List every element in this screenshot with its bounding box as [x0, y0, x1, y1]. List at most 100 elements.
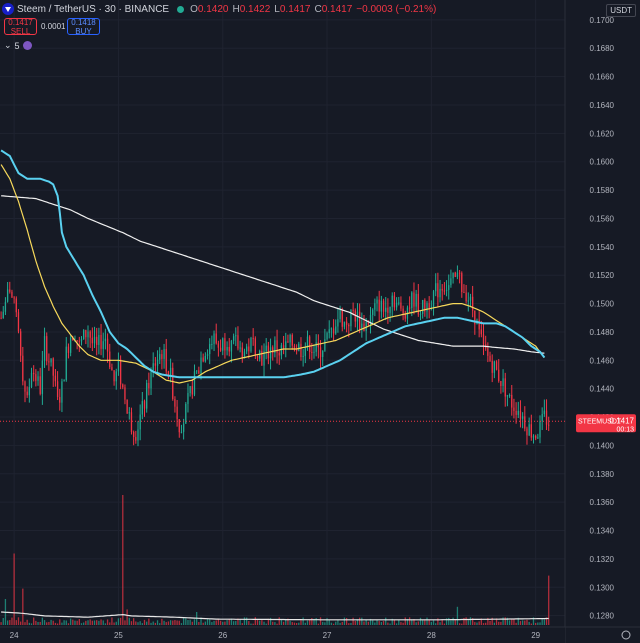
volume-bar: [387, 622, 389, 625]
candle-body: [363, 323, 365, 332]
volume-bar: [287, 618, 289, 625]
candle-body: [17, 312, 20, 332]
volume-bar: [302, 617, 304, 625]
volume-bar: [69, 618, 72, 625]
volume-bar: [393, 619, 396, 625]
volume-bar: [267, 618, 270, 625]
volume-bar: [506, 617, 509, 625]
candle-body: [385, 307, 387, 312]
volume-bar: [169, 620, 172, 625]
candle-body: [517, 410, 519, 415]
volume-bar: [530, 623, 532, 625]
candle-body: [204, 355, 207, 362]
symbol-title[interactable]: Steem / TetherUS · 30 · BINANCE: [17, 3, 170, 15]
candle-body: [141, 401, 143, 415]
volume-bar: [487, 617, 489, 625]
volume-bar: [380, 622, 383, 625]
volume-bar: [113, 622, 115, 625]
candle-body: [43, 336, 46, 361]
candle-body: [322, 350, 324, 357]
candle-body: [328, 329, 330, 334]
candle-body: [106, 338, 109, 352]
candle-body: [456, 272, 459, 278]
volume-bar: [135, 621, 137, 625]
volume-bar: [282, 621, 285, 625]
candle-body: [309, 336, 311, 352]
volume-bar: [15, 620, 17, 625]
volume-bar: [411, 619, 413, 625]
candle-body: [117, 359, 120, 372]
volume-bar: [415, 622, 417, 625]
volume-bar: [441, 619, 443, 625]
volume-bar: [117, 618, 120, 625]
candle-body: [130, 412, 133, 432]
volume-bar: [85, 620, 87, 625]
volume-bar: [46, 622, 48, 625]
candle-body: [209, 344, 211, 355]
candle-body: [161, 354, 163, 359]
volume-bar: [104, 623, 107, 625]
trade-panel: 0.1417 SELL 0.0001 0.1418 BUY: [4, 18, 100, 36]
candle-body: [4, 301, 7, 312]
candle-body: [276, 340, 278, 353]
price-tick-label: 0.1460: [590, 356, 615, 365]
volume-bar: [35, 620, 37, 625]
candle-body: [102, 341, 104, 349]
volume-bar: [224, 621, 226, 625]
candle-body: [217, 343, 220, 348]
volume-bar: [178, 620, 180, 625]
volume-bar: [482, 623, 485, 625]
volume-bar: [59, 619, 61, 625]
volume-bar: [143, 619, 146, 625]
sell-button[interactable]: 0.1417 SELL: [4, 18, 37, 36]
volume-bar: [443, 623, 446, 625]
volume-bar: [337, 620, 339, 625]
currency-button[interactable]: USDT: [606, 4, 636, 17]
candle-body: [230, 340, 233, 352]
price-axis[interactable]: 0.1700 0.1680 0.1660 0.1640 0.1620 0.1600 0.15…: [564, 0, 640, 643]
countdown-value: 00:13: [616, 426, 634, 433]
candle-body: [437, 283, 439, 298]
candle-body: [100, 334, 102, 349]
candle-body: [198, 370, 200, 374]
volume-bar: [350, 622, 352, 625]
volume-bar: [180, 623, 183, 625]
volume-bar: [541, 619, 543, 625]
volume-bar: [200, 617, 202, 625]
volume-bar: [389, 623, 391, 625]
candle-body: [345, 321, 348, 325]
low-label: L: [274, 3, 280, 15]
price-tick-label: 0.1700: [590, 16, 615, 25]
volume-bar: [226, 620, 228, 625]
candle-body: [280, 345, 283, 356]
candle-body: [226, 346, 228, 351]
volume-bar: [532, 617, 535, 625]
indicators-toggle[interactable]: ⌄ 5: [4, 40, 32, 51]
time-axis[interactable]: 24 25 26 27 28 29: [0, 626, 640, 643]
candle-body: [315, 342, 317, 352]
volume-bar: [128, 617, 130, 625]
volume-bar: [311, 618, 313, 625]
candle-body: [104, 338, 107, 342]
volume-bar: [48, 621, 50, 625]
candle-body: [206, 354, 209, 356]
volume-bar: [478, 621, 480, 625]
candle-body: [274, 340, 276, 353]
volume-bar: [100, 619, 102, 625]
candle-body: [128, 412, 130, 414]
volume-bar: [161, 618, 163, 625]
candle-body: [287, 341, 289, 343]
volume-bar: [400, 622, 402, 625]
candle-body: [0, 317, 2, 319]
volume-bar: [511, 619, 513, 625]
buy-button[interactable]: 0.1418 BUY: [67, 18, 100, 36]
candle-body: [532, 435, 535, 438]
candle-body: [458, 272, 461, 274]
steem-logo-icon: [2, 3, 14, 15]
volume-bar: [250, 623, 252, 625]
price-axis-bg: [565, 0, 640, 643]
candle-body: [65, 346, 67, 381]
volume-bar: [163, 620, 165, 625]
volume-bar: [263, 621, 265, 625]
